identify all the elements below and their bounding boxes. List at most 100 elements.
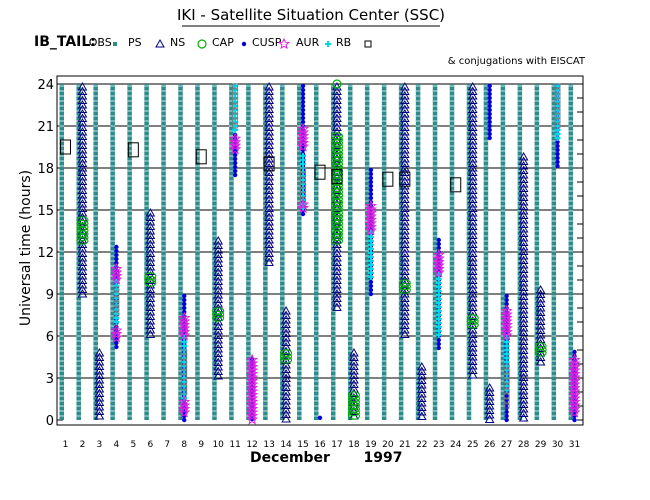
- ps-marker: [264, 207, 274, 217]
- cap-marker: [487, 99, 492, 105]
- ns-marker: [144, 275, 157, 284]
- ps-marker: [467, 153, 478, 163]
- segment-lobs: [59, 84, 64, 420]
- ps-marker: [467, 113, 478, 122]
- ps-marker: [484, 409, 495, 419]
- ps-marker: [281, 319, 291, 328]
- rb-marker: [181, 389, 188, 395]
- ps-marker: [399, 153, 410, 163]
- ps-marker: [332, 99, 342, 109]
- ps-marker: [145, 284, 156, 293]
- rb-marker: [181, 384, 188, 390]
- cap-marker: [487, 107, 492, 113]
- x-tick-label: 28: [518, 440, 530, 450]
- x-tick-label: 7: [164, 440, 170, 450]
- ps-marker: [264, 239, 274, 248]
- ps-marker: [518, 160, 529, 170]
- ps-marker: [484, 391, 495, 401]
- ps-marker: [467, 342, 478, 352]
- rb-marker: [503, 393, 510, 399]
- cusp-marker: [110, 269, 123, 282]
- legend-item-lobs: LOBS: [83, 36, 117, 49]
- ps-marker: [77, 257, 88, 266]
- ps-marker: [467, 329, 478, 338]
- ns-marker: [330, 181, 344, 189]
- ps-marker: [467, 167, 478, 176]
- ps-marker: [518, 178, 529, 188]
- cap-marker: [317, 415, 323, 420]
- cap-marker: [300, 119, 306, 125]
- ps-marker: [264, 230, 274, 239]
- ps-marker: [467, 171, 478, 181]
- ps-marker: [94, 365, 105, 375]
- legend-marker-cusp: [277, 37, 291, 50]
- legend-item-ns: NS: [170, 36, 207, 49]
- rb-marker: [503, 373, 510, 379]
- ps-marker: [332, 153, 342, 163]
- cap-marker: [232, 168, 238, 174]
- ps-marker: [399, 135, 410, 145]
- ps-marker: [77, 216, 88, 226]
- ps-marker: [77, 99, 88, 109]
- day-column-6: [144, 84, 157, 420]
- ps-marker: [518, 331, 529, 341]
- ps-marker: [281, 391, 291, 400]
- ps-marker: [416, 393, 427, 402]
- rb-marker: [232, 118, 239, 124]
- day-column-27: [500, 84, 513, 423]
- ps-marker: [349, 406, 359, 415]
- ps-marker: [467, 284, 478, 293]
- ps-marker: [467, 347, 478, 356]
- ns-marker: [466, 317, 479, 326]
- ps-marker: [518, 408, 529, 417]
- segment-lobs: [161, 84, 166, 420]
- ns-marker: [212, 314, 225, 322]
- legend-item-aur: AUR: [296, 36, 331, 49]
- day-column-22: [415, 84, 427, 420]
- ns-marker: [330, 212, 344, 221]
- day-column-16: [314, 84, 326, 420]
- ps-marker: [399, 239, 410, 248]
- ps-marker: [77, 126, 88, 136]
- ns-marker: [330, 205, 344, 214]
- ps-marker: [332, 122, 342, 131]
- cap-marker: [504, 417, 509, 423]
- cusp-marker: [178, 325, 191, 338]
- ps-marker: [399, 252, 410, 262]
- segment-ns: [212, 307, 225, 322]
- ps-marker: [535, 311, 546, 321]
- y-tick-label: 18: [37, 162, 54, 177]
- ps-marker: [535, 284, 546, 294]
- ps-marker: [399, 180, 410, 190]
- cap-marker: [368, 175, 374, 181]
- segment-cusp: [110, 324, 123, 343]
- cusp-marker: [246, 413, 259, 425]
- ps-marker: [332, 189, 342, 199]
- ps-marker: [77, 95, 88, 104]
- ps-marker: [145, 311, 156, 320]
- ps-marker: [399, 230, 410, 239]
- ns-marker: [347, 408, 360, 417]
- day-column-19: [364, 84, 377, 420]
- legend-label: NS: [170, 36, 185, 49]
- ps-marker: [535, 338, 546, 348]
- ps-marker: [467, 248, 478, 257]
- ps-marker: [94, 410, 105, 420]
- ps-marker: [484, 414, 495, 423]
- ps-marker: [467, 225, 478, 235]
- ps-marker: [518, 286, 529, 296]
- cap-marker: [504, 409, 509, 415]
- ps-marker: [213, 289, 224, 299]
- ps-marker: [332, 117, 342, 127]
- ps-marker: [399, 189, 410, 199]
- ps-marker: [467, 144, 478, 154]
- ps-marker: [332, 257, 342, 266]
- ps-marker: [77, 266, 88, 275]
- rb-marker: [232, 113, 239, 119]
- ps-marker: [77, 153, 88, 163]
- day-column-9: [195, 84, 207, 420]
- segment-rb: [554, 83, 561, 129]
- ps-marker: [213, 307, 224, 317]
- cap-marker: [487, 135, 492, 141]
